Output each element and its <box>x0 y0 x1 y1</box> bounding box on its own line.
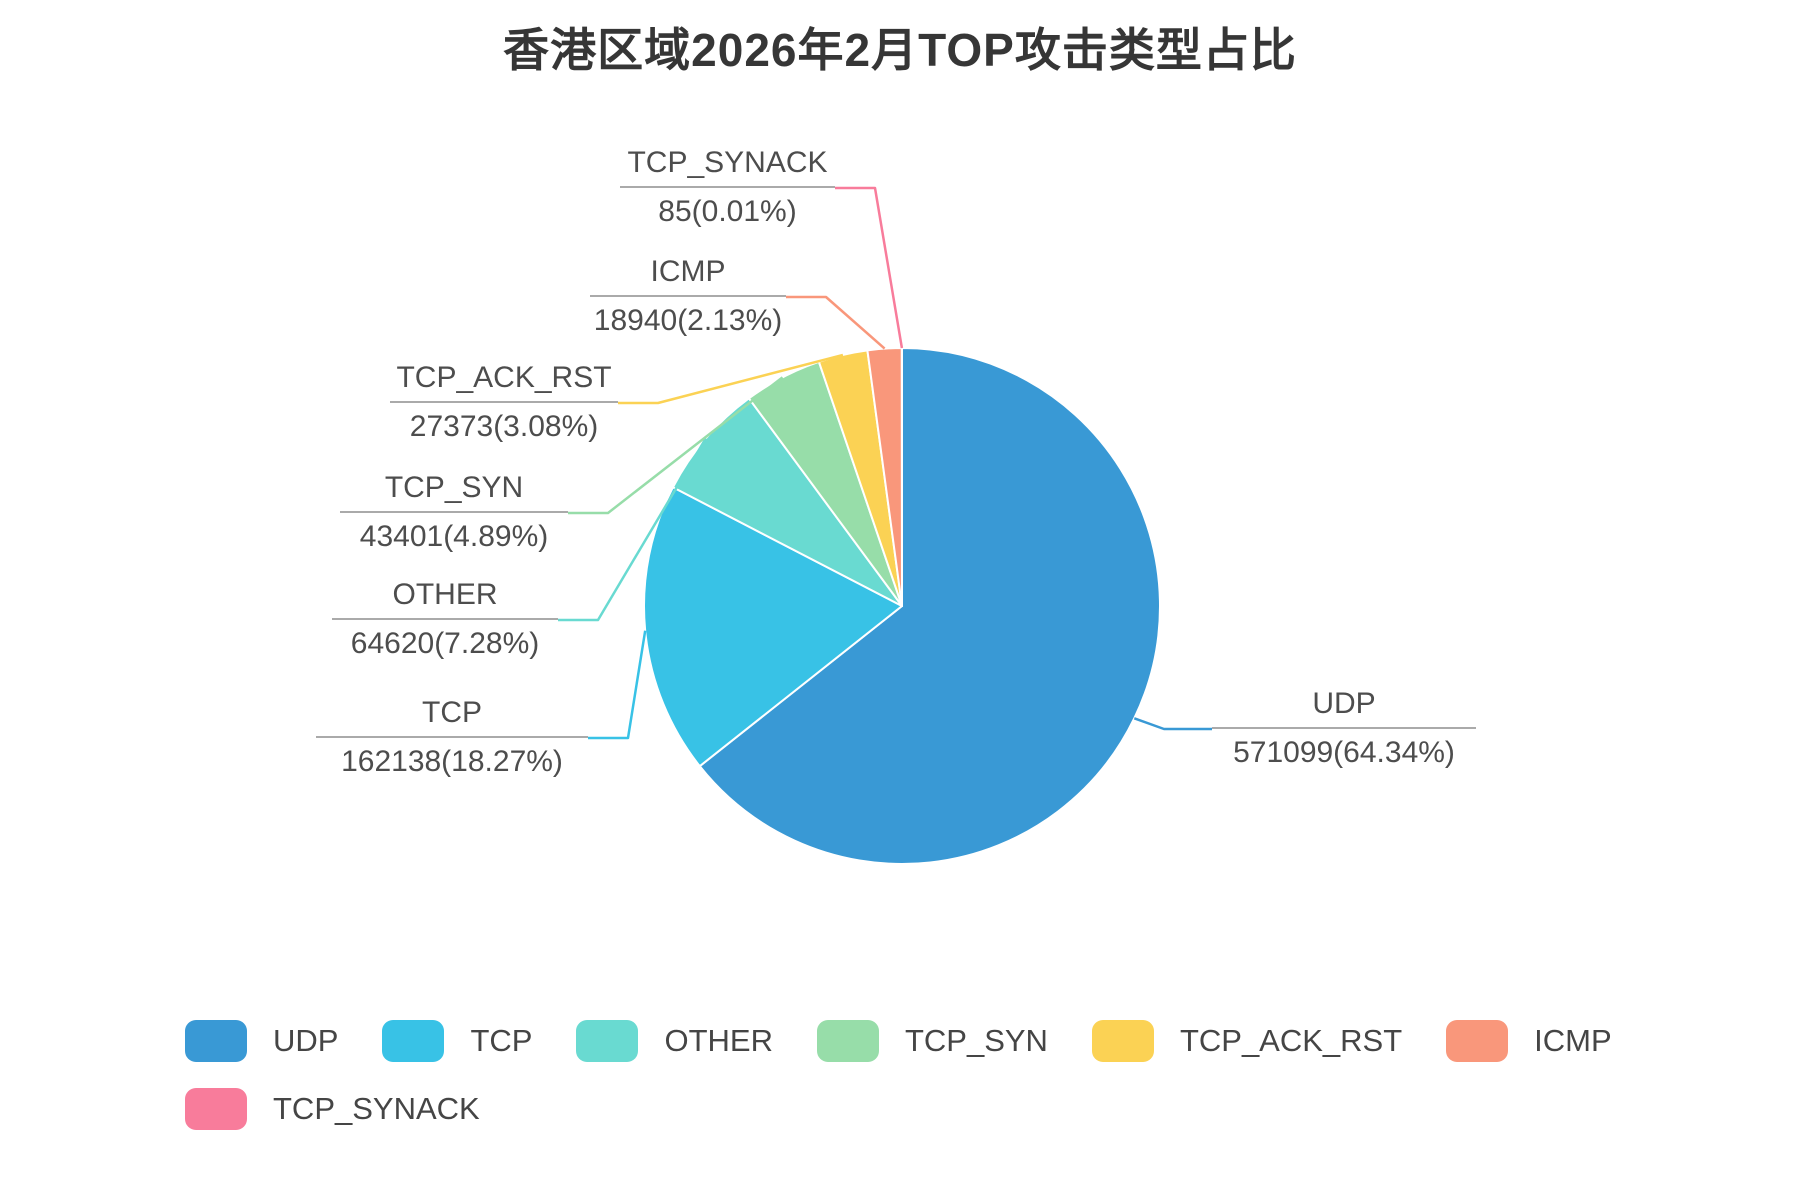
pie-label-value: 85(0.01%) <box>658 195 797 228</box>
legend-label-TCP_SYNACK: TCP_SYNACK <box>273 1091 480 1126</box>
pie-label-TCP_SYN: TCP_SYN 43401(4.89%) <box>340 467 568 561</box>
legend-swatch-TCP_ACK_RST <box>1091 1020 1154 1062</box>
leader-line-TCP_SYNACK <box>835 186 904 349</box>
legend-label-TCP_ACK_RST: TCP_ACK_RST <box>1179 1023 1403 1058</box>
legend-label-UDP: UDP <box>273 1023 339 1058</box>
legend-swatch-OTHER <box>576 1020 639 1062</box>
legend-item-TCP_ACK_RST[interactable]: TCP_ACK_RST <box>1091 1020 1403 1062</box>
pie-label-value: 64620(7.28%) <box>350 627 540 660</box>
legend-swatch-UDP <box>185 1020 247 1062</box>
legend-label-TCP_SYN: TCP_SYN <box>904 1023 1048 1058</box>
pie-label-TCP_ACK_RST: TCP_ACK_RST 27373(3.08%) <box>390 357 618 451</box>
pie-label-value: 162138(18.27%) <box>341 745 563 778</box>
pie-label-name: TCP_ACK_RST <box>390 357 618 403</box>
pie-label-TCP_SYNACK: TCP_SYNACK 85(0.01%) <box>620 142 835 236</box>
leader-line-TCP <box>588 630 647 740</box>
leader-line-TCP_SYN <box>568 376 784 515</box>
pie-label-name: TCP_SYN <box>340 467 568 513</box>
leader-line-OTHER <box>558 437 707 622</box>
legend-label-OTHER: OTHER <box>664 1023 773 1058</box>
legend-item-TCP_SYN[interactable]: TCP_SYN <box>816 1020 1048 1062</box>
legend-label-ICMP: ICMP <box>1534 1023 1612 1058</box>
pie-label-ICMP: ICMP 18940(2.13%) <box>590 251 786 345</box>
pie-label-value: 18940(2.13%) <box>593 304 783 337</box>
legend-item-TCP[interactable]: TCP <box>382 1020 532 1062</box>
legend-swatch-TCP_SYN <box>816 1020 879 1062</box>
chart-legend: UDP TCP OTHER TCP_SYN TCP_ACK_RST ICMP TCP_SYN… <box>185 1020 1705 1130</box>
legend-swatch-ICMP <box>1446 1020 1509 1062</box>
pie-label-name: TCP <box>316 692 588 738</box>
pie-label-value: 571099(64.34%) <box>1233 736 1455 769</box>
pie-label-name: OTHER <box>332 574 558 620</box>
pie-label-OTHER: OTHER 64620(7.28%) <box>332 574 558 668</box>
chart-title: 香港区域2026年2月TOP攻击类型占比 <box>503 24 1297 76</box>
leader-line-UDP <box>1133 717 1212 731</box>
pie-slice-UDP[interactable] <box>698 347 1161 865</box>
leader-line-TCP_ACK_RST <box>618 353 844 405</box>
pie-label-UDP: UDP 571099(64.34%) <box>1212 683 1476 777</box>
legend-swatch-TCP <box>382 1020 445 1062</box>
leader-line-ICMP <box>786 295 886 350</box>
legend-swatch-TCP_SYNACK <box>185 1088 247 1130</box>
pie-label-name: ICMP <box>590 251 786 297</box>
legend-item-ICMP[interactable]: ICMP <box>1446 1020 1612 1062</box>
pie-label-name: TCP_SYNACK <box>620 142 835 188</box>
pie-label-TCP: TCP 162138(18.27%) <box>316 692 588 786</box>
legend-item-TCP_SYNACK[interactable]: TCP_SYNACK <box>185 1088 480 1130</box>
legend-item-UDP[interactable]: UDP <box>185 1020 338 1062</box>
pie-label-value: 43401(4.89%) <box>359 520 549 553</box>
legend-item-OTHER[interactable]: OTHER <box>576 1020 773 1062</box>
pie-label-value: 27373(3.08%) <box>409 410 599 443</box>
pie-label-name: UDP <box>1212 683 1476 729</box>
legend-label-TCP: TCP <box>470 1023 533 1058</box>
